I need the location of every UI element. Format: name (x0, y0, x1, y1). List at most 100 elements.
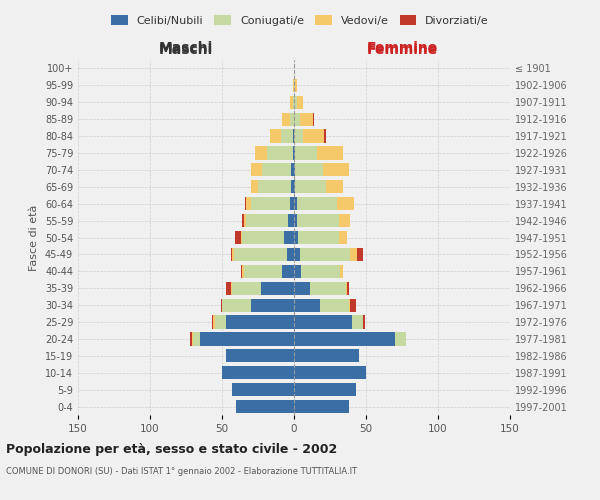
Bar (294, 349, 359, 362)
Bar (291, 164, 294, 176)
Bar (290, 197, 294, 210)
Bar (242, 214, 244, 227)
Text: COMUNE DI DONORI (SU) - Dati ISTAT 1° gennaio 2002 - Elaborazione TUTTITALIA.IT: COMUNE DI DONORI (SU) - Dati ISTAT 1° ge… (6, 468, 357, 476)
Bar (310, 282, 346, 295)
Bar (313, 112, 314, 126)
Bar (349, 298, 350, 312)
Bar (283, 112, 290, 126)
Bar (301, 264, 340, 278)
Bar (294, 298, 320, 312)
Bar (247, 214, 288, 227)
Bar (261, 282, 294, 295)
Bar (251, 298, 294, 312)
Bar (294, 383, 356, 396)
Bar (347, 282, 349, 295)
Bar (293, 130, 294, 142)
Y-axis label: Fasce di età: Fasce di età (29, 204, 39, 270)
Bar (338, 214, 350, 227)
Bar (226, 316, 294, 328)
Bar (346, 282, 347, 295)
Bar (294, 332, 395, 345)
Bar (395, 332, 406, 345)
Bar (350, 298, 356, 312)
Bar (358, 248, 363, 261)
Bar (297, 197, 337, 210)
Bar (251, 197, 290, 210)
Bar (251, 164, 262, 176)
Bar (244, 264, 283, 278)
Bar (241, 231, 242, 244)
Bar (230, 282, 232, 295)
Bar (294, 282, 310, 295)
Bar (300, 248, 350, 261)
Bar (262, 164, 291, 176)
Bar (255, 146, 266, 160)
Bar (233, 248, 287, 261)
Bar (226, 349, 294, 362)
Bar (293, 79, 294, 92)
Bar (269, 130, 281, 142)
Bar (294, 164, 295, 176)
Bar (281, 130, 293, 142)
Bar (352, 316, 363, 328)
Bar (297, 214, 338, 227)
Bar (340, 264, 343, 278)
Bar (258, 180, 291, 194)
Bar (317, 146, 343, 160)
Bar (350, 248, 358, 261)
Bar (295, 146, 317, 160)
Bar (302, 130, 324, 142)
Bar (193, 332, 200, 345)
Bar (297, 96, 302, 109)
Bar (294, 248, 300, 261)
Bar (288, 214, 294, 227)
Bar (294, 264, 301, 278)
Bar (294, 79, 295, 92)
Bar (293, 146, 294, 160)
Bar (200, 332, 294, 345)
Bar (212, 316, 214, 328)
Bar (232, 248, 233, 261)
Bar (337, 197, 355, 210)
Bar (294, 130, 302, 142)
Bar (232, 383, 294, 396)
Bar (294, 112, 300, 126)
Bar (284, 231, 294, 244)
Bar (247, 197, 251, 210)
Bar (294, 231, 298, 244)
Bar (215, 316, 226, 328)
Bar (298, 231, 338, 244)
Bar (232, 282, 261, 295)
Bar (295, 79, 297, 92)
Bar (294, 180, 295, 194)
Bar (245, 197, 247, 210)
Bar (300, 112, 313, 126)
Bar (320, 298, 349, 312)
Bar (295, 180, 326, 194)
Bar (222, 298, 251, 312)
Bar (230, 248, 232, 261)
Bar (226, 282, 230, 295)
Bar (283, 264, 294, 278)
Bar (221, 298, 222, 312)
Bar (290, 112, 294, 126)
Bar (242, 231, 284, 244)
Bar (294, 96, 297, 109)
Bar (266, 146, 293, 160)
Bar (323, 164, 349, 176)
Bar (294, 366, 366, 380)
Bar (244, 214, 247, 227)
Bar (326, 180, 343, 194)
Text: Maschi: Maschi (159, 42, 213, 56)
Bar (251, 180, 258, 194)
Bar (294, 400, 349, 413)
Text: Femmine: Femmine (367, 41, 437, 55)
Bar (324, 130, 326, 142)
Text: Popolazione per età, sesso e stato civile - 2002: Popolazione per età, sesso e stato civil… (6, 442, 337, 456)
Bar (236, 400, 294, 413)
Bar (291, 180, 294, 194)
Text: Maschi: Maschi (159, 41, 213, 55)
Bar (190, 332, 192, 345)
Bar (290, 96, 293, 109)
Bar (241, 264, 242, 278)
